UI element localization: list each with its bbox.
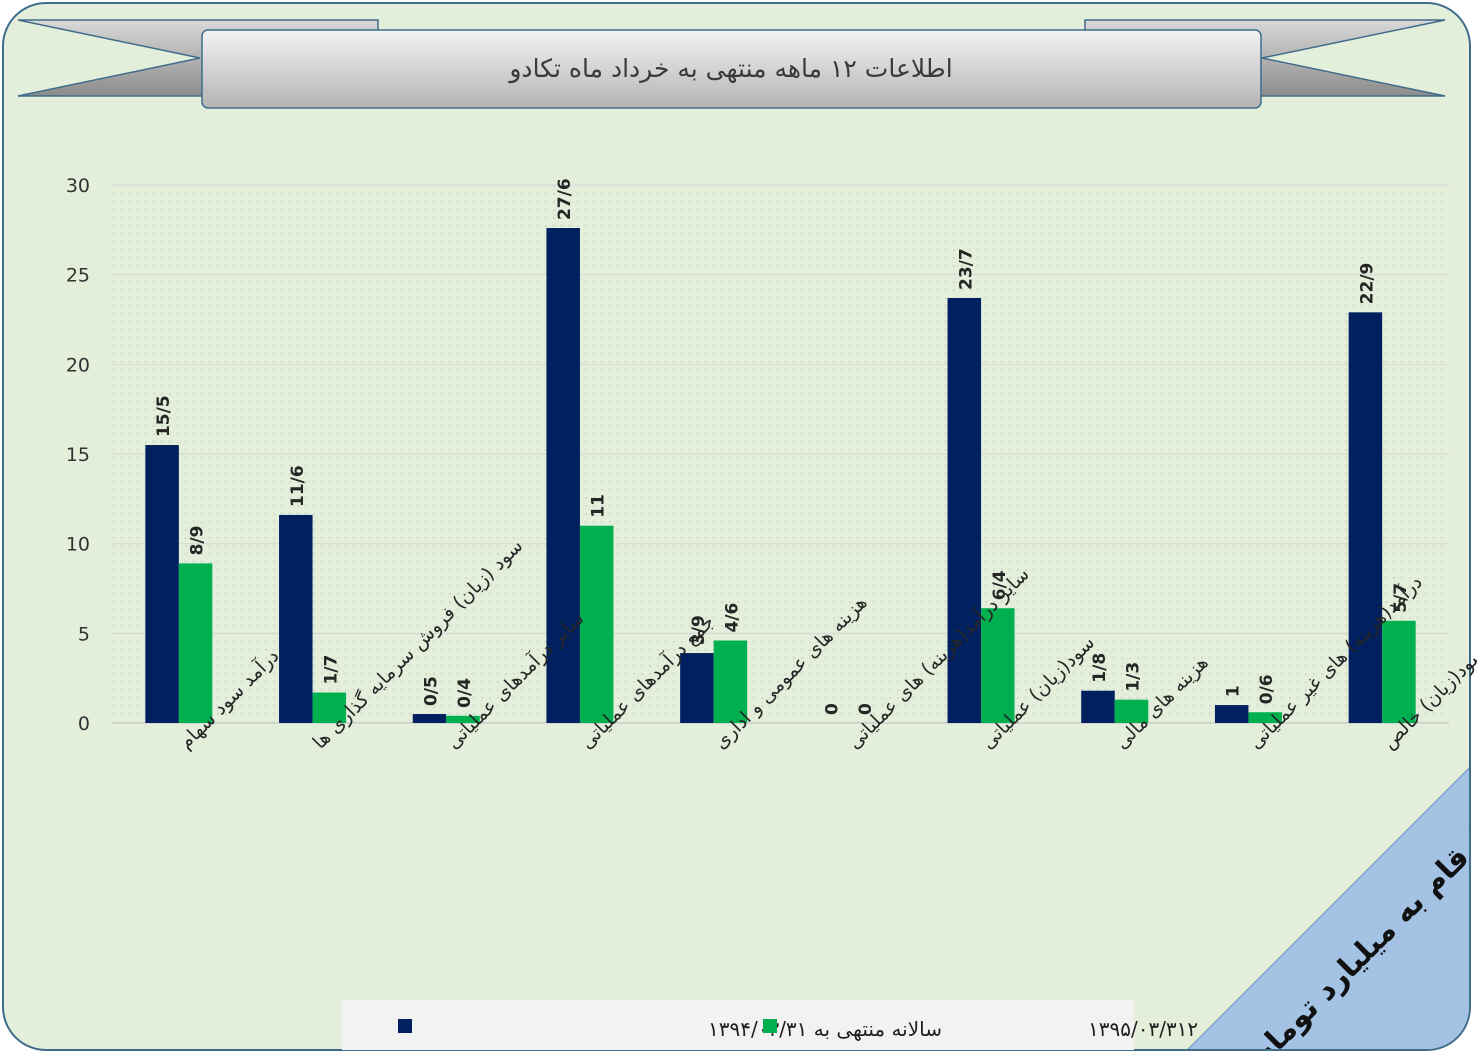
title-ribbon: اطلاعات ۱۲ ماهه منتهی به خرداد ماه تکادو xyxy=(17,19,1446,109)
bar-fy1395 xyxy=(579,525,614,723)
data-label-fy1394: 1/8 xyxy=(1090,653,1110,683)
y-axis: 0 5 10 15 20 25 30 xyxy=(66,175,90,735)
bar-fy1395 xyxy=(713,640,748,723)
legend-box xyxy=(342,1000,1134,1050)
data-label-fy1394: 3/9 xyxy=(689,615,709,645)
bar-fy1394 xyxy=(279,514,313,723)
data-label-fy1395: 0 xyxy=(856,703,876,715)
legend-swatch-1395 xyxy=(763,1019,777,1033)
data-label-fy1394: 0/5 xyxy=(422,676,442,706)
bar-fy1394 xyxy=(145,445,179,723)
legend: سالانه منتهی به ۱۳۹۴/۰۳/۳۱ سالانه منتهی … xyxy=(342,1000,1333,1050)
legend-label-1394: سالانه منتهی به ۱۳۹۴/۰۳/۳۱ xyxy=(708,1017,942,1041)
chart-title: اطلاعات ۱۲ ماهه منتهی به خرداد ماه تکادو xyxy=(507,54,952,84)
y-tick-label: 15 xyxy=(66,444,90,466)
data-label-fy1395: 0/4 xyxy=(455,678,475,708)
y-tick-label: 10 xyxy=(66,534,90,556)
data-label-fy1395: 1/7 xyxy=(321,655,341,685)
data-label-fy1395: 11 xyxy=(589,494,609,518)
y-tick-label: 5 xyxy=(78,623,90,645)
data-label-fy1395: 8/9 xyxy=(188,526,208,556)
bar-fy1395 xyxy=(178,563,213,723)
data-label-fy1395: 1/3 xyxy=(1124,662,1144,692)
bar-fy1394 xyxy=(1348,312,1383,723)
y-tick-label: 20 xyxy=(66,354,90,376)
bar-fy1395 xyxy=(1114,699,1149,723)
data-label-fy1394: 11/6 xyxy=(288,465,308,507)
data-labels: 15/5 8/9 11/6 1/7 0/5 0/4 27/6 11 3/9 4/6 0 0 23/7 6/… xyxy=(154,178,1411,715)
y-tick-label: 0 xyxy=(78,713,90,735)
bars xyxy=(145,228,1416,724)
bar-fy1394 xyxy=(680,653,714,723)
bar-fy1395 xyxy=(312,692,347,723)
data-label-fy1394: 23/7 xyxy=(956,248,976,290)
y-tick-label: 25 xyxy=(66,265,90,287)
bar-fy1394 xyxy=(1081,690,1115,723)
data-label-fy1394: 27/6 xyxy=(555,178,575,220)
legend-swatch-1394 xyxy=(398,1019,412,1033)
data-label-fy1395: 5/7 xyxy=(1391,583,1411,613)
bar-fy1395 xyxy=(981,608,1015,723)
bar-fy1395 xyxy=(1382,620,1416,723)
data-label-fy1394: 15/5 xyxy=(154,395,174,437)
data-label-fy1394: 22/9 xyxy=(1357,263,1377,305)
unit-note-band xyxy=(1178,758,1469,1049)
data-label-fy1394: 0 xyxy=(823,703,843,715)
data-label-fy1395: 4/6 xyxy=(722,603,742,633)
y-tick-label: 30 xyxy=(66,175,90,197)
bar-fy1395 xyxy=(446,715,480,723)
ribbon-body xyxy=(201,29,1262,109)
data-label-fy1394: 1 xyxy=(1224,685,1244,697)
data-label-fy1395: 0/6 xyxy=(1257,674,1277,704)
data-label-fy1395: 6/4 xyxy=(990,570,1010,600)
bar-fy1394 xyxy=(1214,705,1249,723)
unit-note-banner: ارقام به میلیارد تومان xyxy=(1178,758,1469,1049)
bar-fy1394 xyxy=(412,714,447,723)
bar-fy1394 xyxy=(546,228,580,724)
bar-fy1394 xyxy=(947,297,982,723)
bar-fy1395 xyxy=(1248,712,1282,723)
